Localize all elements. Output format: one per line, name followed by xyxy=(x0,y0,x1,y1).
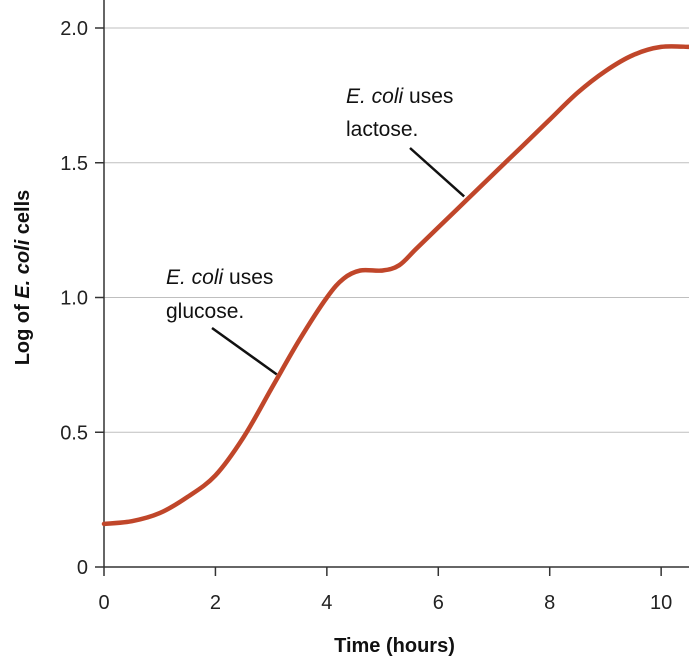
y-axis-title-part: cells xyxy=(12,190,34,240)
y-tick-label: 1.5 xyxy=(60,153,88,175)
y-axis-title: Log of E. coli cells xyxy=(12,190,34,366)
y-tick-label: 2.0 xyxy=(60,18,88,40)
y-axis-title-part: E. coli xyxy=(12,239,34,298)
y-axis-ticks: 0 0.5 1.0 1.5 2.0 xyxy=(60,18,104,579)
x-tick-label: 6 xyxy=(433,592,444,614)
annotation-line2: glucose. xyxy=(166,300,244,323)
annotation-verb: uses xyxy=(403,85,453,108)
y-tick-label: 1.0 xyxy=(60,288,88,310)
annotations: E. coli uses glucose. E. coli uses lactose. xyxy=(166,85,465,376)
annotation-species: E. coli xyxy=(166,266,225,289)
x-axis-ticks: 0 2 4 6 8 10 xyxy=(98,567,672,614)
x-tick-label: 2 xyxy=(210,592,221,614)
annotation-leader xyxy=(211,326,278,376)
annotation-verb: uses xyxy=(223,266,273,289)
x-tick-label: 10 xyxy=(650,592,672,614)
growth-curve xyxy=(101,44,689,527)
x-tick-label: 8 xyxy=(544,592,555,614)
y-tick-label: 0 xyxy=(77,557,88,579)
annotation-species: E. coli xyxy=(346,85,405,108)
x-tick-label: 0 xyxy=(98,592,109,614)
annotation-line2: lactose. xyxy=(346,118,418,141)
y-tick-label: 0.5 xyxy=(60,422,88,444)
x-axis-title: Time (hours) xyxy=(334,635,455,657)
y-axis-title-part: Log of xyxy=(12,299,34,366)
annotation-line1: E. coli uses xyxy=(346,85,453,108)
x-tick-label: 4 xyxy=(321,592,332,614)
annotation-line1: E. coli uses xyxy=(166,266,273,289)
annotation-leader xyxy=(409,147,465,198)
grid-lines xyxy=(104,27,689,433)
